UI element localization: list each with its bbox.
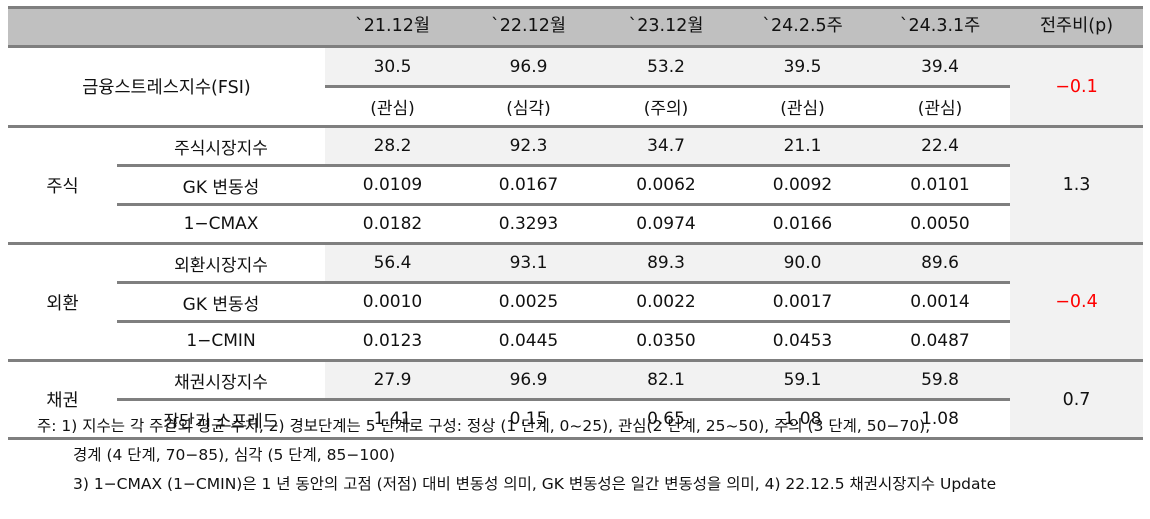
fsi-label: 금융스트레스지수(FSI) xyxy=(82,78,251,98)
table-cell: 92.3 xyxy=(460,128,597,164)
fsi-level: (관심) xyxy=(370,99,415,119)
row-label: 채권시장지수 xyxy=(174,372,268,393)
table-cell: 21.1 xyxy=(735,128,870,164)
header-blank-cat xyxy=(8,9,117,39)
bond-change: 0.7 xyxy=(1010,362,1143,437)
table-cell: 0.0010 xyxy=(362,292,423,312)
table-row: 장단기 스프레드 1.41 0.15 0.65 1.08 1.08 xyxy=(117,398,1010,437)
table-cell: 0.3293 xyxy=(498,214,559,234)
fsi-value: 30.5 xyxy=(325,48,460,85)
fsi-value: 39.5 xyxy=(735,48,870,85)
header-blank-sub xyxy=(117,9,325,39)
table-footnotes: 주: 1) 지수는 각 주간의 평균 수치, 2) 경보단계는 5 단계로 구성… xyxy=(37,412,996,499)
table-row: 1−CMAX 0.0182 0.3293 0.0974 0.0166 0.005… xyxy=(117,203,1010,242)
fsi-level: (심각) xyxy=(506,99,551,119)
table-row: GK 변동성 0.0109 0.0167 0.0062 0.0092 0.010… xyxy=(117,164,1010,203)
table-header: `21.12월 `22.12월 `23.12월 `24.2.5주 `24.3.1… xyxy=(8,6,1143,48)
header-col-2024-3-w1: `24.3.1주 xyxy=(899,15,981,36)
stock-label: 주식 xyxy=(46,176,79,197)
table-cell: 27.9 xyxy=(325,362,460,398)
table-cell: 59.8 xyxy=(870,362,1010,398)
row-label: 1−CMIN xyxy=(186,331,256,351)
header-col-2021-12: `21.12월 xyxy=(355,15,430,36)
table-row: 1−CMIN 0.0123 0.0445 0.0350 0.0453 0.048… xyxy=(117,320,1010,359)
table-cell: 0.0017 xyxy=(772,292,833,312)
table-cell: 28.2 xyxy=(325,128,460,164)
table-cell: 0.0101 xyxy=(910,175,970,195)
table-cell: 22.4 xyxy=(870,128,1010,164)
fx-change: −0.4 xyxy=(1010,245,1143,359)
fsi-block: 금융스트레스지수(FSI) 30.5 96.9 53.2 39.5 39.4 (… xyxy=(8,48,1143,128)
row-label: 장단기 스프레드 xyxy=(163,411,279,432)
fsi-level: (관심) xyxy=(917,99,963,119)
table-cell: 1.41 xyxy=(373,409,412,429)
row-label: 주식시장지수 xyxy=(174,138,268,159)
table-cell: 0.0092 xyxy=(772,175,833,195)
table-cell: 0.0123 xyxy=(362,331,423,351)
table-cell: 93.1 xyxy=(460,245,597,281)
footnote-line: 주: 1) 지수는 각 주간의 평균 수치, 2) 경보단계는 5 단계로 구성… xyxy=(37,417,931,435)
row-label: GK 변동성 xyxy=(182,294,260,315)
table-cell: 0.15 xyxy=(509,409,548,429)
row-label: GK 변동성 xyxy=(182,177,260,198)
row-label: 1−CMAX xyxy=(183,214,259,234)
fsi-level: (관심) xyxy=(780,99,825,119)
header-col-2024-2-w5: `24.2.5주 xyxy=(762,15,843,36)
table-row: 외환시장지수 56.4 93.1 89.3 90.0 89.6 xyxy=(117,245,1010,281)
table-cell: 89.6 xyxy=(870,245,1010,281)
bond-block: 채권 채권시장지수 27.9 96.9 82.1 59.1 59.8 장단기 스… xyxy=(8,362,1143,440)
table-cell: 0.0014 xyxy=(910,292,970,312)
table-cell: 90.0 xyxy=(735,245,870,281)
fsi-levels-row: (관심) (심각) (주의) (관심) (관심) xyxy=(325,85,1010,125)
table-cell: 0.0453 xyxy=(772,331,833,351)
table-cell: 0.0166 xyxy=(772,214,833,234)
table-row: 주식시장지수 28.2 92.3 34.7 21.1 22.4 xyxy=(117,128,1010,164)
table-cell: 0.0974 xyxy=(636,214,696,234)
row-label: 외환시장지수 xyxy=(174,255,268,276)
stock-change: 1.3 xyxy=(1010,128,1143,242)
fx-label: 외환 xyxy=(46,293,79,314)
table-cell: 0.0182 xyxy=(362,214,423,234)
footnote-line: 3) 1−CMAX (1−CMIN)은 1 년 동안의 고점 (저점) 대비 변… xyxy=(73,475,997,493)
table-cell: 0.65 xyxy=(647,409,685,429)
table-cell: 0.0109 xyxy=(362,175,423,195)
table-cell: 34.7 xyxy=(597,128,735,164)
table-cell: 1.08 xyxy=(921,409,959,429)
table-cell: 0.0487 xyxy=(910,331,970,351)
fsi-change: −0.1 xyxy=(1010,48,1143,125)
fsi-value: 39.4 xyxy=(870,48,1010,85)
table-cell: 0.0025 xyxy=(498,292,559,312)
footnote-line: 경계 (4 단계, 70−85), 심각 (5 단계, 85−100) xyxy=(73,446,395,464)
table-cell: 0.0062 xyxy=(636,175,696,195)
fsi-values-row: 30.5 96.9 53.2 39.5 39.4 xyxy=(325,48,1010,85)
table-cell: 0.0050 xyxy=(910,214,970,234)
table-cell: 89.3 xyxy=(597,245,735,281)
table-cell: 0.0022 xyxy=(636,292,696,312)
table-cell: 0.0167 xyxy=(498,175,559,195)
table-cell: 0.0350 xyxy=(636,331,696,351)
fsi-value: 53.2 xyxy=(597,48,735,85)
table-cell: 96.9 xyxy=(460,362,597,398)
header-col-2023-12: `23.12월 xyxy=(628,15,704,36)
fx-block: 외환 외환시장지수 56.4 93.1 89.3 90.0 89.6 GK 변동… xyxy=(8,245,1143,362)
table-row: GK 변동성 0.0010 0.0025 0.0022 0.0017 0.001… xyxy=(117,281,1010,320)
bond-label: 채권 xyxy=(46,391,79,411)
fsi-level: (주의) xyxy=(643,99,689,119)
financial-stress-index-table: `21.12월 `22.12월 `23.12월 `24.2.5주 `24.3.1… xyxy=(8,6,1143,440)
header-col-wow-change: 전주비(p) xyxy=(1039,15,1114,36)
header-col-2022-12: `22.12월 xyxy=(491,15,566,36)
table-cell: 59.1 xyxy=(735,362,870,398)
table-cell: 56.4 xyxy=(325,245,460,281)
table-cell: 1.08 xyxy=(783,409,822,429)
table-cell: 0.0445 xyxy=(498,331,559,351)
table-row: 채권시장지수 27.9 96.9 82.1 59.1 59.8 xyxy=(117,362,1010,398)
fsi-value: 96.9 xyxy=(460,48,597,85)
table-cell: 82.1 xyxy=(597,362,735,398)
stock-block: 주식 주식시장지수 28.2 92.3 34.7 21.1 22.4 GK 변동… xyxy=(8,128,1143,245)
